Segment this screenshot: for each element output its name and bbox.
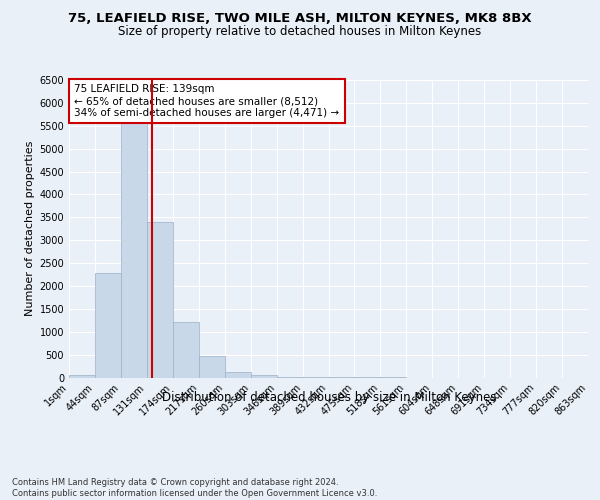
Bar bbox=[173, 322, 199, 378]
Bar bbox=[69, 375, 95, 378]
Y-axis label: Number of detached properties: Number of detached properties bbox=[25, 141, 35, 316]
Bar bbox=[147, 222, 173, 378]
Bar bbox=[251, 374, 277, 378]
Bar bbox=[225, 372, 251, 378]
Bar bbox=[199, 356, 224, 378]
Bar bbox=[121, 98, 147, 378]
Text: Size of property relative to detached houses in Milton Keynes: Size of property relative to detached ho… bbox=[118, 25, 482, 38]
Text: Contains HM Land Registry data © Crown copyright and database right 2024.
Contai: Contains HM Land Registry data © Crown c… bbox=[12, 478, 377, 498]
Text: 75, LEAFIELD RISE, TWO MILE ASH, MILTON KEYNES, MK8 8BX: 75, LEAFIELD RISE, TWO MILE ASH, MILTON … bbox=[68, 12, 532, 26]
Text: Distribution of detached houses by size in Milton Keynes: Distribution of detached houses by size … bbox=[161, 391, 496, 404]
Text: 75 LEAFIELD RISE: 139sqm
← 65% of detached houses are smaller (8,512)
34% of sem: 75 LEAFIELD RISE: 139sqm ← 65% of detach… bbox=[74, 84, 340, 117]
Bar bbox=[95, 273, 121, 378]
